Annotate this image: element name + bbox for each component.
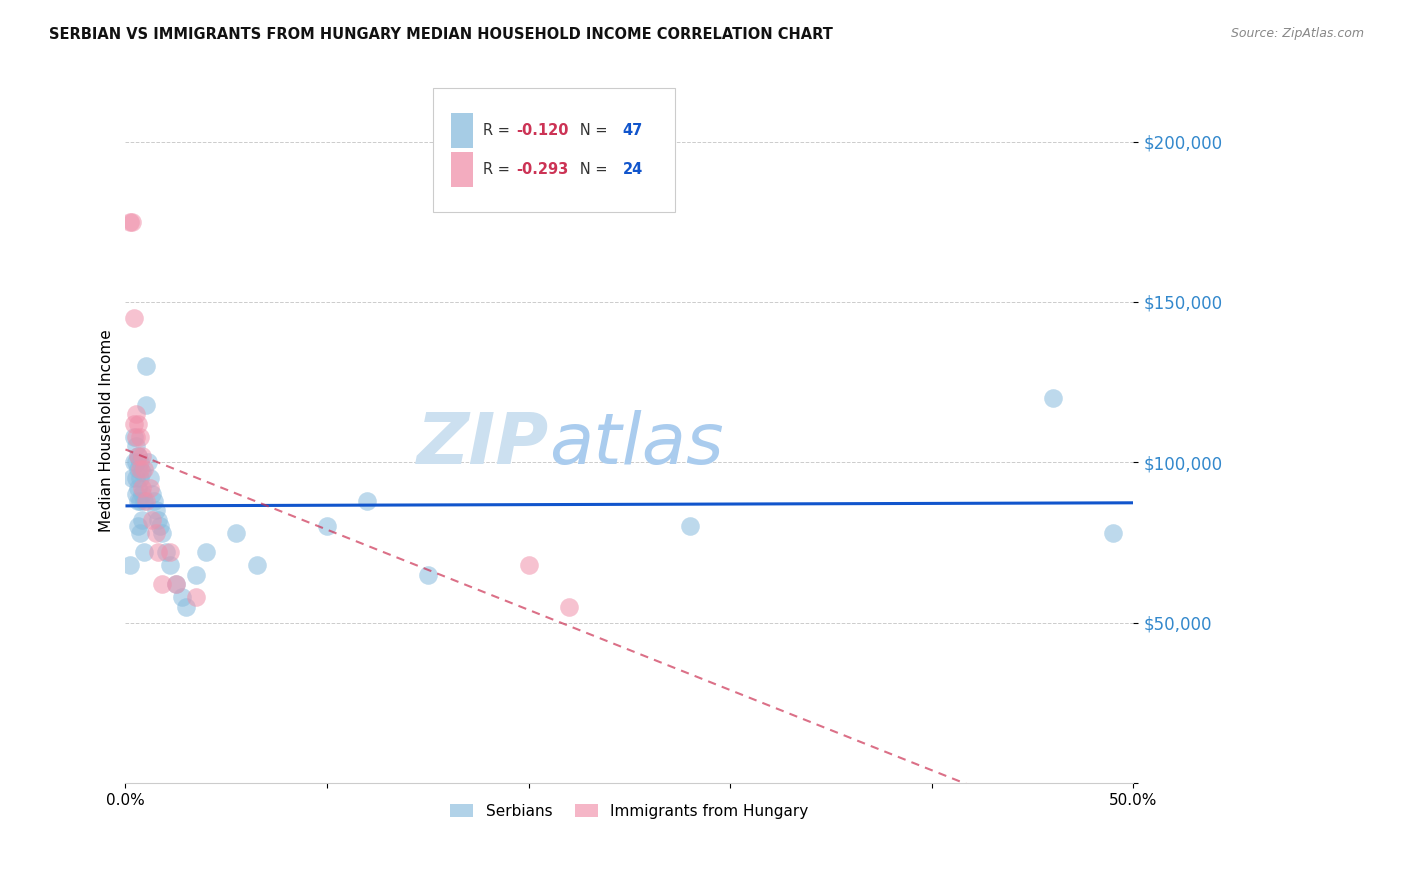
Point (124, 430, 146, 444)
Text: -0.293: -0.293 (516, 161, 569, 177)
Text: N =: N = (567, 161, 612, 177)
Point (131, 487, 153, 501)
Point (141, 487, 163, 501)
Point (128, 471, 150, 485)
Y-axis label: Median Household Income: Median Household Income (100, 329, 114, 532)
Point (135, 359, 157, 373)
Point (150, 577, 173, 591)
Point (195, 545, 218, 559)
Point (124, 455, 146, 469)
Point (128, 455, 150, 469)
Point (1102, 525, 1125, 540)
Text: 47: 47 (623, 123, 643, 138)
Text: 24: 24 (623, 161, 643, 177)
Point (225, 525, 247, 540)
Text: -0.120: -0.120 (516, 123, 569, 138)
FancyBboxPatch shape (451, 152, 474, 186)
Point (127, 461, 149, 475)
Point (145, 503, 167, 517)
Point (131, 481, 153, 495)
Point (122, 310, 145, 325)
Text: Source: ZipAtlas.com: Source: ZipAtlas.com (1230, 27, 1364, 40)
Point (184, 567, 207, 582)
Text: SERBIAN VS IMMIGRANTS FROM HUNGARY MEDIAN HOUSEHOLD INCOME CORRELATION CHART: SERBIAN VS IMMIGRANTS FROM HUNGARY MEDIA… (49, 27, 834, 42)
Point (131, 465, 153, 479)
Point (127, 519, 149, 533)
Point (1042, 391, 1064, 405)
Point (142, 493, 165, 508)
Point (558, 599, 581, 614)
Text: N =: N = (567, 123, 612, 138)
FancyBboxPatch shape (433, 88, 675, 211)
Point (121, 471, 143, 485)
Point (127, 417, 149, 431)
Point (132, 461, 155, 475)
Point (316, 519, 339, 533)
Point (679, 519, 702, 533)
Point (127, 449, 149, 463)
Point (124, 407, 146, 421)
Text: R =: R = (484, 123, 515, 138)
Point (138, 471, 160, 485)
Legend: Serbians, Immigrants from Hungary: Serbians, Immigrants from Hungary (444, 797, 814, 825)
Point (517, 558, 540, 572)
Point (118, 215, 141, 229)
Point (149, 519, 172, 533)
Point (124, 439, 146, 453)
FancyBboxPatch shape (451, 112, 474, 148)
Point (124, 487, 146, 501)
Point (141, 513, 163, 527)
Point (416, 567, 439, 582)
Point (138, 481, 160, 495)
Point (159, 558, 181, 572)
Point (136, 455, 159, 469)
Point (165, 577, 187, 591)
Point (159, 545, 181, 559)
Point (245, 558, 267, 572)
Point (122, 430, 145, 444)
Point (145, 525, 167, 540)
Point (128, 430, 150, 444)
Text: ZIP: ZIP (416, 409, 548, 479)
Point (127, 449, 149, 463)
Point (184, 590, 207, 604)
Point (118, 558, 141, 572)
Point (128, 493, 150, 508)
Point (165, 577, 187, 591)
Point (122, 455, 145, 469)
Point (155, 545, 177, 559)
Point (146, 513, 169, 527)
Point (121, 215, 143, 229)
Point (146, 545, 169, 559)
Point (150, 525, 173, 540)
Point (174, 599, 197, 614)
Point (135, 493, 157, 508)
Point (128, 461, 150, 475)
Point (128, 525, 150, 540)
Point (131, 449, 153, 463)
Point (127, 481, 149, 495)
Point (356, 493, 378, 508)
Point (124, 471, 146, 485)
Point (132, 545, 155, 559)
Point (135, 398, 157, 412)
Point (132, 493, 155, 508)
Text: R =: R = (484, 161, 515, 177)
Point (170, 590, 193, 604)
Point (131, 513, 153, 527)
Text: atlas: atlas (548, 409, 724, 479)
Point (127, 493, 149, 508)
Point (122, 417, 145, 431)
